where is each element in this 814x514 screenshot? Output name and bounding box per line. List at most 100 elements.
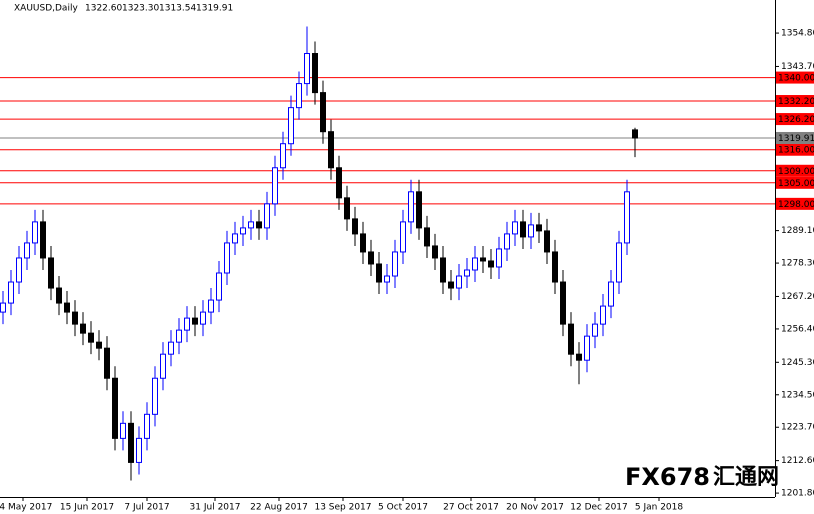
level-line-label: 1316.00 xyxy=(778,146,814,156)
candle-body xyxy=(32,221,38,244)
candle-body xyxy=(440,257,446,283)
candle-body xyxy=(40,221,46,259)
y-tick-label: 1234.50 xyxy=(781,390,814,400)
candle-body xyxy=(184,317,190,331)
candle-body xyxy=(392,251,398,277)
x-tick-label: 22 Aug 2017 xyxy=(250,503,308,513)
candle-body xyxy=(80,323,86,334)
level-line-label: 1305.00 xyxy=(778,179,814,189)
candle-body xyxy=(176,329,182,343)
y-tick-label: 1201.80 xyxy=(781,489,814,499)
candle-body xyxy=(328,131,334,169)
header-value: 1319.91 xyxy=(196,4,233,14)
candle-body xyxy=(248,221,254,229)
watermark: 汇通网 xyxy=(713,465,779,490)
y-tick-label: 1267.20 xyxy=(781,292,814,302)
candle-body xyxy=(432,245,438,259)
current-price-box xyxy=(776,131,814,144)
candle-body xyxy=(632,129,638,139)
candle-body xyxy=(320,92,326,133)
level-line-label: 1340.00 xyxy=(778,74,814,84)
level-line-box xyxy=(776,95,814,108)
candle-body xyxy=(400,221,406,253)
candle-body xyxy=(368,251,374,265)
candle-body xyxy=(464,269,470,277)
candle-body xyxy=(488,260,494,268)
level-line-box xyxy=(776,113,814,126)
candle-body xyxy=(224,242,230,274)
candle-body xyxy=(608,281,614,307)
candle-body xyxy=(16,257,22,283)
candle-body xyxy=(136,437,142,463)
candle-body xyxy=(616,242,622,283)
y-tick-label: 1278.30 xyxy=(781,259,814,269)
x-tick-label: 15 Jun 2017 xyxy=(60,503,114,513)
candle-body xyxy=(168,341,174,355)
candle-body xyxy=(160,353,166,379)
x-tick-label: 5 Jan 2018 xyxy=(635,503,683,513)
header-value: 1313.54 xyxy=(159,4,196,14)
x-tick-label: 20 Nov 2017 xyxy=(506,503,564,513)
candle-body xyxy=(520,221,526,238)
candle-body xyxy=(312,53,318,94)
candle-body xyxy=(256,221,262,229)
x-tick-label: 7 Jul 2017 xyxy=(124,503,169,513)
candle-body xyxy=(568,323,574,355)
candle-body xyxy=(208,299,214,313)
candle-body xyxy=(536,224,542,232)
candle-body xyxy=(152,377,158,415)
candle-body xyxy=(144,413,150,439)
candle-body xyxy=(112,377,118,439)
watermark: FX678 xyxy=(625,463,710,491)
candle-body xyxy=(456,275,462,289)
y-tick-label: 1289.10 xyxy=(781,226,814,236)
level-line-box xyxy=(776,71,814,84)
x-tick-label: 12 Dec 2017 xyxy=(570,503,628,513)
candle-body xyxy=(624,191,630,244)
header-value: 1322.60 xyxy=(85,4,122,14)
candle-body xyxy=(384,275,390,283)
level-line-box xyxy=(776,143,814,156)
y-tick-label: 1354.80 xyxy=(781,29,814,39)
x-tick-label: 31 Jul 2017 xyxy=(190,503,241,513)
candle-body xyxy=(128,422,134,463)
candle-body xyxy=(216,272,222,301)
y-tick-label: 1212.60 xyxy=(781,456,814,466)
candle-body xyxy=(192,317,198,325)
candle-body xyxy=(48,257,54,289)
x-tick-label: 5 Oct 2017 xyxy=(378,503,428,513)
candle-body xyxy=(8,281,14,304)
x-tick-label: 24 May 2017 xyxy=(0,503,52,513)
symbol: XAUUSD,Daily xyxy=(14,4,78,14)
candle-body xyxy=(272,167,278,205)
x-tick-label: 13 Sep 2017 xyxy=(314,503,371,513)
level-line-label: 1332.20 xyxy=(778,97,814,107)
candle-body xyxy=(72,311,78,325)
level-line-box xyxy=(776,176,814,189)
candle-body xyxy=(336,167,342,199)
candle-body xyxy=(264,203,270,229)
level-line-box xyxy=(776,164,814,177)
candle-body xyxy=(0,302,6,313)
candle-body xyxy=(24,242,30,259)
candle-body xyxy=(408,191,414,223)
header: XAUUSD,Daily xyxy=(14,4,78,14)
candle-body xyxy=(360,233,366,253)
candle-body xyxy=(512,221,518,235)
candle-body xyxy=(120,422,126,439)
candle-body xyxy=(600,305,606,325)
candle-body xyxy=(56,287,62,304)
candle-body xyxy=(96,341,102,349)
candle-body xyxy=(88,332,94,343)
level-line-box xyxy=(776,197,814,210)
y-tick-label: 1245.30 xyxy=(781,358,814,368)
candle-body xyxy=(592,323,598,337)
y-tick-label: 1223.70 xyxy=(781,423,814,433)
candle-body xyxy=(552,251,558,283)
x-tick-label: 27 Oct 2017 xyxy=(443,503,499,513)
candle-body xyxy=(232,233,238,244)
level-line-label: 1298.00 xyxy=(778,200,814,210)
candle-body xyxy=(544,230,550,253)
